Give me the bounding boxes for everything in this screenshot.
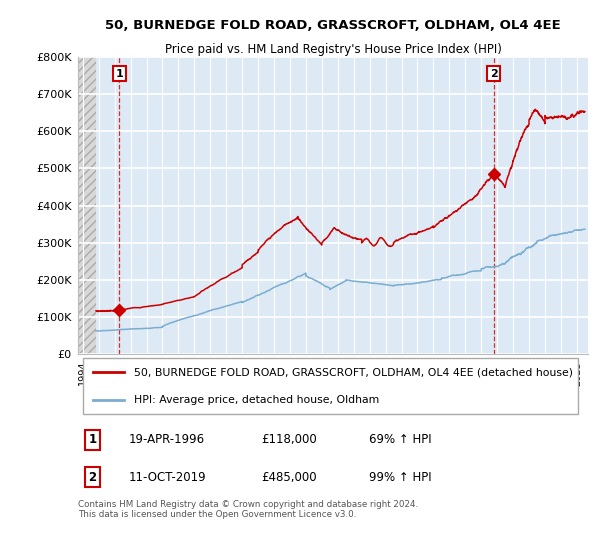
Text: Contains HM Land Registry data © Crown copyright and database right 2024.
This d: Contains HM Land Registry data © Crown c…: [78, 500, 418, 519]
Text: 11-OCT-2019: 11-OCT-2019: [129, 471, 206, 484]
Text: 69% ↑ HPI: 69% ↑ HPI: [368, 433, 431, 446]
Text: 1: 1: [88, 433, 97, 446]
Text: £485,000: £485,000: [262, 471, 317, 484]
Text: HPI: Average price, detached house, Oldham: HPI: Average price, detached house, Oldh…: [134, 395, 379, 405]
Text: 19-APR-1996: 19-APR-1996: [129, 433, 205, 446]
Text: £118,000: £118,000: [262, 433, 317, 446]
Text: 99% ↑ HPI: 99% ↑ HPI: [368, 471, 431, 484]
Text: 1: 1: [116, 68, 124, 78]
Text: 2: 2: [490, 68, 497, 78]
Text: Price paid vs. HM Land Registry's House Price Index (HPI): Price paid vs. HM Land Registry's House …: [164, 43, 502, 56]
FancyBboxPatch shape: [83, 357, 578, 414]
Text: 50, BURNEDGE FOLD ROAD, GRASSCROFT, OLDHAM, OL4 4EE (detached house): 50, BURNEDGE FOLD ROAD, GRASSCROFT, OLDH…: [134, 367, 573, 377]
Bar: [78, 57, 96, 354]
Text: 50, BURNEDGE FOLD ROAD, GRASSCROFT, OLDHAM, OL4 4EE: 50, BURNEDGE FOLD ROAD, GRASSCROFT, OLDH…: [105, 19, 561, 32]
Text: 2: 2: [88, 471, 97, 484]
